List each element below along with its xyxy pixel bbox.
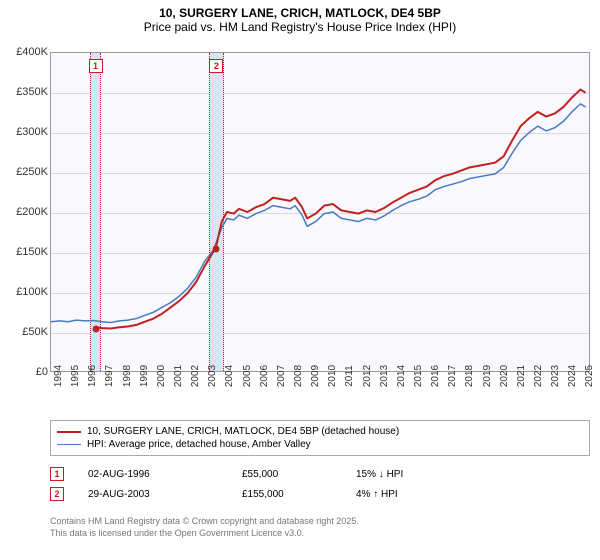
y-tick-label: £0 bbox=[36, 366, 48, 378]
x-tick-label: 2013 bbox=[379, 365, 390, 387]
sale-row-marker: 1 bbox=[50, 467, 64, 481]
x-tick-label: 2022 bbox=[533, 365, 544, 387]
sale-delta: 4% ↑ HPI bbox=[356, 489, 476, 500]
x-tick-label: 2012 bbox=[362, 365, 373, 387]
plot-area: 12 bbox=[50, 52, 590, 372]
footer-line-1: Contains HM Land Registry data © Crown c… bbox=[50, 516, 590, 528]
sale-price: £155,000 bbox=[242, 489, 332, 500]
chart-title: 10, SURGERY LANE, CRICH, MATLOCK, DE4 5B… bbox=[0, 0, 600, 20]
x-tick-label: 2016 bbox=[430, 365, 441, 387]
y-tick-label: £250K bbox=[16, 166, 48, 178]
x-tick-label: 2000 bbox=[156, 365, 167, 387]
sale-row-marker: 2 bbox=[50, 487, 64, 501]
x-tick-label: 2007 bbox=[276, 365, 287, 387]
footer-line-2: This data is licensed under the Open Gov… bbox=[50, 528, 590, 540]
x-tick-label: 2004 bbox=[224, 365, 235, 387]
x-tick-label: 2002 bbox=[190, 365, 201, 387]
series-line-hpi bbox=[51, 104, 586, 323]
x-tick-label: 1999 bbox=[139, 365, 150, 387]
x-tick-label: 2023 bbox=[550, 365, 561, 387]
legend-swatch bbox=[57, 431, 81, 433]
sales-table: 1 02-AUG-1996 £55,000 15% ↓ HPI 2 29-AUG-2003… bbox=[50, 464, 590, 504]
y-tick-label: £300K bbox=[16, 126, 48, 138]
x-tick-label: 2021 bbox=[516, 365, 527, 387]
y-tick-label: £400K bbox=[16, 46, 48, 58]
x-tick-label: 2014 bbox=[396, 365, 407, 387]
y-tick-label: £150K bbox=[16, 246, 48, 258]
x-tick-label: 2017 bbox=[447, 365, 458, 387]
x-tick-label: 2010 bbox=[327, 365, 338, 387]
x-tick-label: 2020 bbox=[499, 365, 510, 387]
sale-date: 02-AUG-1996 bbox=[88, 469, 218, 480]
x-tick-label: 2015 bbox=[413, 365, 424, 387]
x-tick-label: 2005 bbox=[242, 365, 253, 387]
legend-row: HPI: Average price, detached house, Ambe… bbox=[57, 438, 583, 451]
x-tick-label: 2008 bbox=[293, 365, 304, 387]
legend-row: 10, SURGERY LANE, CRICH, MATLOCK, DE4 5B… bbox=[57, 425, 583, 438]
sale-row: 2 29-AUG-2003 £155,000 4% ↑ HPI bbox=[50, 484, 590, 504]
sale-point-marker bbox=[213, 246, 220, 253]
footer: Contains HM Land Registry data © Crown c… bbox=[50, 516, 590, 539]
x-tick-label: 2024 bbox=[567, 365, 578, 387]
legend-label: HPI: Average price, detached house, Ambe… bbox=[87, 439, 311, 450]
x-tick-label: 2019 bbox=[482, 365, 493, 387]
y-tick-label: £100K bbox=[16, 286, 48, 298]
legend-label: 10, SURGERY LANE, CRICH, MATLOCK, DE4 5B… bbox=[87, 426, 399, 437]
sale-marker-box: 1 bbox=[89, 59, 103, 73]
x-tick-label: 1998 bbox=[122, 365, 133, 387]
sale-price: £55,000 bbox=[242, 469, 332, 480]
x-tick-label: 2009 bbox=[310, 365, 321, 387]
sale-point-marker bbox=[92, 326, 99, 333]
sale-row: 1 02-AUG-1996 £55,000 15% ↓ HPI bbox=[50, 464, 590, 484]
x-tick-label: 1996 bbox=[87, 365, 98, 387]
y-tick-label: £200K bbox=[16, 206, 48, 218]
chart-subtitle: Price paid vs. HM Land Registry's House … bbox=[0, 20, 600, 38]
x-tick-label: 2006 bbox=[259, 365, 270, 387]
x-tick-label: 2025 bbox=[584, 365, 595, 387]
series-layer bbox=[51, 53, 589, 371]
x-tick-label: 1995 bbox=[70, 365, 81, 387]
x-tick-label: 2011 bbox=[344, 365, 355, 387]
x-tick-label: 2003 bbox=[207, 365, 218, 387]
series-line-price_paid bbox=[95, 90, 585, 329]
sale-delta: 15% ↓ HPI bbox=[356, 469, 476, 480]
sale-date: 29-AUG-2003 bbox=[88, 489, 218, 500]
legend-swatch bbox=[57, 444, 81, 445]
legend: 10, SURGERY LANE, CRICH, MATLOCK, DE4 5B… bbox=[50, 420, 590, 456]
y-tick-label: £350K bbox=[16, 86, 48, 98]
chart-area: 12 £0£50K£100K£150K£200K£250K£300K£350K£… bbox=[0, 44, 600, 414]
sale-marker-box: 2 bbox=[209, 59, 223, 73]
x-tick-label: 1997 bbox=[104, 365, 115, 387]
y-tick-label: £50K bbox=[22, 326, 48, 338]
x-tick-label: 2001 bbox=[173, 365, 184, 387]
x-tick-label: 2018 bbox=[464, 365, 475, 387]
x-tick-label: 1994 bbox=[53, 365, 64, 387]
